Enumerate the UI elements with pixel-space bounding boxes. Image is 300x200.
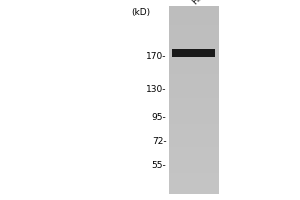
Bar xyxy=(169,126,219,128)
Bar xyxy=(169,184,219,187)
Bar xyxy=(169,95,219,98)
Bar xyxy=(169,97,219,100)
Bar xyxy=(169,147,219,149)
Bar xyxy=(169,128,219,131)
Bar xyxy=(169,109,219,112)
Bar xyxy=(169,149,219,152)
Bar xyxy=(169,135,219,138)
Bar xyxy=(169,175,219,178)
Bar xyxy=(169,41,219,44)
Bar xyxy=(172,49,215,57)
Bar xyxy=(169,81,219,84)
Bar xyxy=(169,182,219,185)
Bar xyxy=(169,22,219,25)
Bar xyxy=(169,36,219,39)
Bar xyxy=(169,107,219,109)
Bar xyxy=(169,130,219,133)
Bar xyxy=(169,13,219,15)
Bar xyxy=(169,159,219,161)
Bar xyxy=(169,72,219,74)
Bar xyxy=(169,90,219,93)
Bar xyxy=(169,83,219,86)
Bar xyxy=(169,74,219,77)
Bar xyxy=(169,15,219,18)
Bar xyxy=(169,144,219,147)
Bar xyxy=(169,189,219,192)
Bar xyxy=(169,177,219,180)
Bar xyxy=(169,123,219,126)
Bar xyxy=(169,29,219,32)
Bar xyxy=(169,62,219,65)
Bar xyxy=(169,86,219,88)
Bar xyxy=(169,163,219,166)
Bar xyxy=(169,46,219,48)
Bar xyxy=(169,119,219,121)
Bar xyxy=(169,50,219,53)
Bar xyxy=(169,114,219,116)
Bar xyxy=(169,55,219,58)
Bar xyxy=(169,154,219,156)
Bar xyxy=(169,76,219,79)
Text: 170-: 170- xyxy=(146,52,166,61)
Bar xyxy=(169,152,219,154)
Bar xyxy=(169,112,219,114)
Bar xyxy=(169,166,219,168)
Bar xyxy=(169,140,219,142)
Bar xyxy=(169,180,219,182)
Bar xyxy=(169,67,219,69)
Bar xyxy=(169,173,219,175)
Bar xyxy=(169,104,219,107)
Text: 130-: 130- xyxy=(146,85,166,94)
Bar xyxy=(169,102,219,105)
Bar xyxy=(169,116,219,119)
Text: 95-: 95- xyxy=(152,112,167,121)
Bar xyxy=(169,156,219,159)
Bar xyxy=(169,161,219,163)
Bar xyxy=(169,10,219,13)
Bar xyxy=(169,6,219,8)
Bar xyxy=(169,53,219,55)
Bar xyxy=(169,58,219,60)
Bar xyxy=(169,27,219,29)
Text: 55-: 55- xyxy=(152,160,167,169)
Text: 72-: 72- xyxy=(152,136,167,146)
Bar xyxy=(169,20,219,22)
Bar xyxy=(169,168,219,170)
Bar xyxy=(169,39,219,41)
Bar xyxy=(169,48,219,51)
Text: HuvEc: HuvEc xyxy=(190,0,216,6)
Bar xyxy=(169,137,219,140)
Bar xyxy=(169,8,219,11)
Text: (kD): (kD) xyxy=(131,8,150,17)
Bar xyxy=(169,93,219,95)
Bar xyxy=(169,25,219,27)
Bar xyxy=(169,133,219,135)
Bar xyxy=(169,18,219,20)
Bar xyxy=(169,43,219,46)
Bar xyxy=(169,187,219,189)
Bar xyxy=(169,170,219,173)
Bar xyxy=(169,88,219,91)
Bar xyxy=(169,100,219,102)
Bar xyxy=(169,121,219,123)
Bar xyxy=(169,34,219,37)
Bar xyxy=(169,60,219,62)
Bar xyxy=(169,32,219,34)
Bar xyxy=(169,65,219,67)
Bar xyxy=(169,69,219,72)
Bar xyxy=(169,191,219,194)
Bar xyxy=(169,79,219,81)
Bar xyxy=(169,142,219,145)
